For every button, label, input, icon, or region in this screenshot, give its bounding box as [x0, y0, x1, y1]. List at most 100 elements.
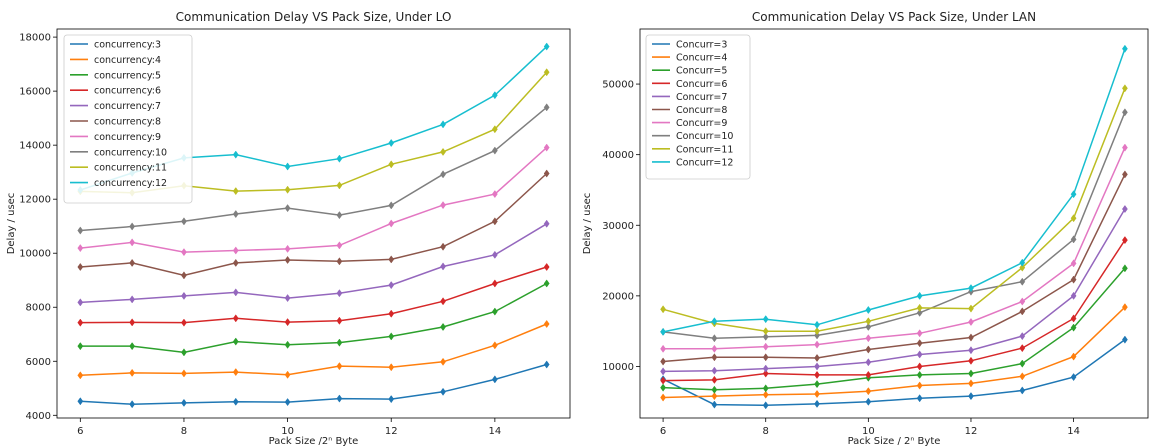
data-point — [1019, 359, 1026, 368]
data-point — [916, 339, 923, 348]
data-point — [181, 348, 187, 357]
data-point — [762, 332, 769, 341]
data-point — [440, 147, 446, 156]
data-point — [129, 295, 136, 304]
x-tick-label: 6 — [77, 426, 83, 437]
data-point — [1122, 44, 1128, 53]
data-point — [491, 375, 498, 384]
legend-label: Concurr=7 — [676, 92, 727, 103]
series-concurrency-5 — [77, 279, 550, 357]
legend-label: Concurr=10 — [676, 131, 733, 142]
data-point — [284, 244, 291, 253]
data-point — [181, 248, 187, 257]
data-point — [1019, 372, 1026, 381]
data-point — [129, 222, 136, 231]
data-point — [1070, 190, 1077, 199]
data-point — [916, 394, 923, 403]
y-tick-label: 18000 — [19, 33, 51, 44]
legend-label: Concurr=5 — [676, 66, 727, 77]
data-point — [660, 357, 666, 366]
data-point — [1122, 335, 1128, 344]
data-point — [388, 395, 395, 404]
data-point — [968, 356, 974, 365]
series-concurrency-6 — [77, 262, 550, 327]
data-point — [916, 291, 923, 300]
data-point — [440, 387, 446, 396]
data-point — [336, 257, 343, 266]
data-point — [232, 210, 239, 219]
data-point — [865, 317, 872, 326]
data-point — [1070, 352, 1077, 361]
data-point — [491, 125, 498, 134]
y-tick-label: 4000 — [26, 411, 51, 422]
x-axis-label: Pack Size /2ⁿ Byte — [269, 436, 359, 447]
data-point — [284, 255, 291, 264]
legend-box — [645, 34, 751, 180]
data-point — [181, 318, 187, 327]
legend-label: Concurr=4 — [676, 53, 727, 64]
data-point — [865, 370, 872, 379]
x-tick-label: 8 — [181, 426, 187, 437]
data-point — [440, 297, 446, 306]
data-point — [77, 226, 84, 235]
data-point — [181, 369, 187, 378]
series-line — [80, 363, 547, 405]
x-tick-label: 10 — [281, 426, 294, 437]
data-point — [284, 370, 291, 379]
y-tick-label: 16000 — [19, 87, 51, 98]
data-point — [388, 138, 395, 148]
data-point — [388, 332, 395, 341]
y-tick-label: 50000 — [602, 80, 634, 91]
data-point — [440, 201, 446, 210]
data-point — [1019, 297, 1026, 306]
data-point — [1019, 263, 1026, 272]
data-point — [814, 331, 820, 340]
chart-title: Communication Delay VS Pack Size, Under … — [752, 10, 1036, 24]
data-point — [762, 315, 769, 324]
y-tick-label: 10000 — [602, 362, 634, 373]
series-concurrency-7 — [77, 219, 550, 307]
data-point — [1070, 214, 1077, 223]
data-point — [129, 258, 136, 267]
series-line — [663, 147, 1126, 350]
data-point — [762, 327, 769, 336]
chart-lan: Communication Delay VS Pack Size, Under … — [582, 10, 1149, 447]
series-concurr-11 — [660, 84, 1128, 336]
y-axis-label: Delay / usec — [582, 193, 593, 255]
data-point — [916, 303, 923, 312]
data-point — [711, 392, 718, 401]
data-point — [1122, 170, 1128, 179]
data-point — [865, 322, 872, 331]
data-point — [129, 238, 136, 247]
data-point — [865, 358, 872, 367]
data-point — [1122, 204, 1128, 214]
data-point — [762, 364, 769, 373]
legend-label: concurrency:4 — [94, 55, 161, 66]
series-line — [663, 208, 1126, 373]
data-point — [814, 389, 820, 399]
data-point — [660, 344, 666, 353]
data-point — [491, 217, 498, 226]
x-tick-label: 8 — [763, 426, 769, 437]
data-point — [440, 357, 446, 366]
plot-frame — [56, 28, 571, 419]
data-point — [232, 368, 239, 377]
series-line — [80, 147, 548, 253]
data-point — [388, 160, 395, 169]
data-point — [336, 154, 343, 163]
data-point — [336, 362, 343, 371]
y-tick-label: 14000 — [19, 141, 51, 152]
series-concurrency-4 — [77, 319, 550, 380]
data-point — [491, 341, 498, 350]
data-point — [440, 120, 446, 129]
data-point — [660, 393, 666, 402]
data-point — [491, 91, 498, 100]
data-point — [543, 42, 550, 51]
legend-label: Concurr=11 — [676, 144, 733, 155]
series-concurr-4 — [660, 303, 1128, 402]
series-concurr-9 — [660, 143, 1128, 353]
data-point — [711, 375, 718, 384]
data-point — [1070, 275, 1077, 284]
data-point — [711, 344, 718, 353]
data-point — [1019, 277, 1026, 286]
